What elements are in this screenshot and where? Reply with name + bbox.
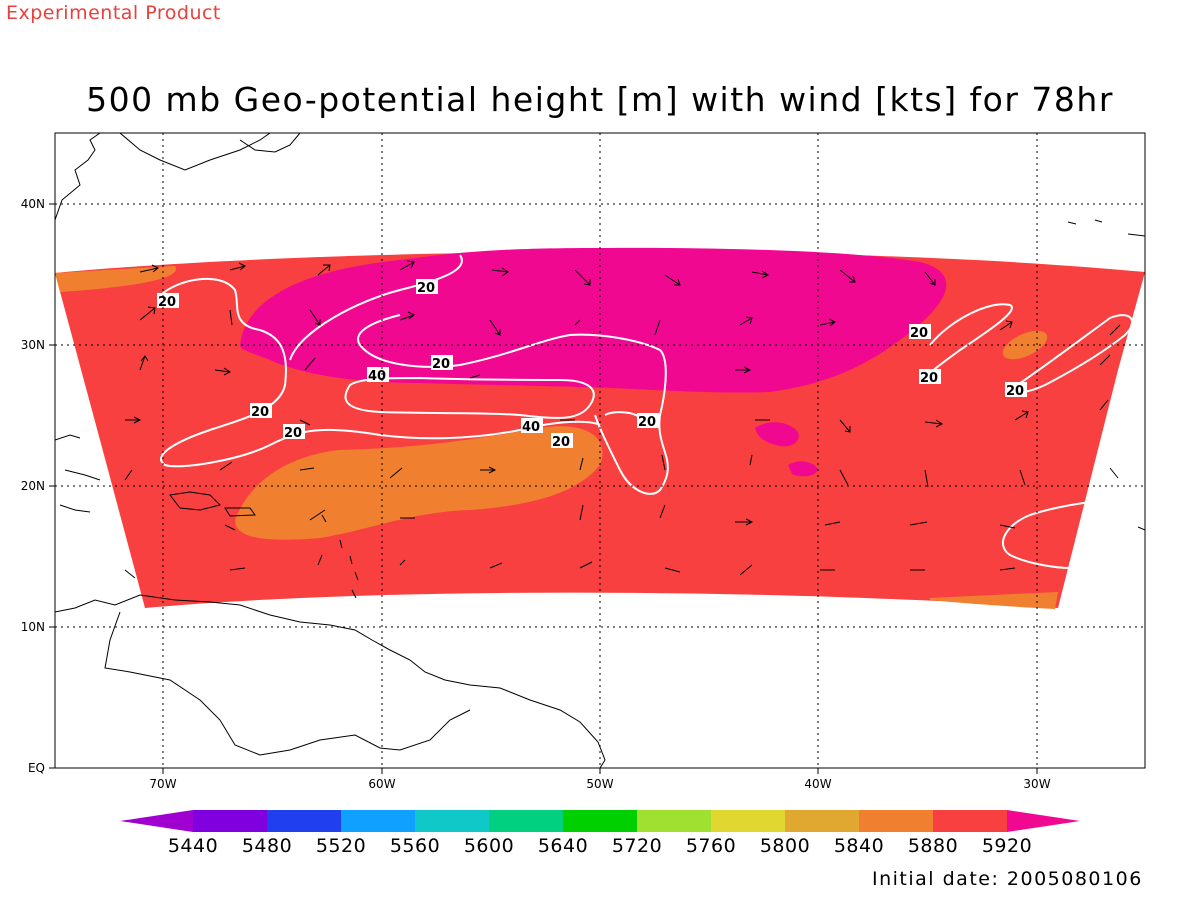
colorbar-label: 5480 <box>242 835 292 857</box>
contour-label: 20 <box>1006 384 1024 399</box>
colorbar-label: 5640 <box>538 835 588 857</box>
isotach-20-far-east <box>1009 314 1134 394</box>
colorbar: 5440 5480 5520 5560 5600 5640 5720 5760 … <box>120 810 1080 857</box>
coastline-bermuda <box>1067 219 1145 237</box>
map-title: 500 mb Geo-potential height [m] with win… <box>86 80 1114 119</box>
colorbar-segment <box>933 810 1007 832</box>
coastline-south-america <box>55 594 606 768</box>
colorbar-segment <box>637 810 711 832</box>
colorbar-label: 5520 <box>316 835 366 857</box>
contour-label: 20 <box>417 281 435 296</box>
contour-label: 20 <box>251 405 269 420</box>
isotach-20-southeast <box>1001 497 1131 569</box>
lat-tick-label: 30N <box>21 338 45 352</box>
contour-label: 20 <box>284 426 302 441</box>
isotach-40 <box>344 376 595 419</box>
colorbar-label: 5720 <box>612 835 662 857</box>
height-field-5840-caribbean <box>235 426 603 540</box>
isotach-20-west <box>159 277 601 468</box>
isotach-20-east <box>926 303 1013 381</box>
isotach-20-north <box>289 254 463 361</box>
colorbar-label: 5920 <box>982 835 1032 857</box>
contour-label: 20 <box>638 415 656 430</box>
initial-date-label: Initial date: 2005080106 <box>872 868 1143 890</box>
map-plot-area: 20 20 20 20 20 40 40 20 20 20 20 20 <box>55 133 1145 768</box>
height-field-5920-high <box>240 247 947 393</box>
coastline-northeast-us <box>55 133 271 221</box>
lat-tick-label: 40N <box>21 197 45 211</box>
coastlines <box>55 133 1145 768</box>
colorbar-segment <box>415 810 489 832</box>
contour-label: 20 <box>158 295 176 310</box>
coastline-puerto-rico <box>224 507 256 517</box>
wind-vectors <box>124 260 1121 579</box>
lat-tick-label: EQ <box>28 761 45 775</box>
contour-label: 20 <box>432 357 450 372</box>
height-field-5840-north <box>55 266 177 292</box>
map-gridlines <box>55 133 1145 768</box>
lat-tick-label: 10N <box>21 620 45 634</box>
colorbar-label: 5440 <box>168 835 218 857</box>
colorbar-segment <box>563 810 637 832</box>
experimental-product-label: Experimental Product <box>6 2 221 24</box>
colorbar-label: 5800 <box>760 835 810 857</box>
height-field-5840-east <box>1002 330 1048 360</box>
coastline-lesser-antilles <box>321 514 359 599</box>
lat-tick-label: 20N <box>21 479 45 493</box>
colorbar-segment <box>267 810 341 832</box>
colorbar-segment <box>193 810 267 832</box>
coastline-hispaniola <box>169 491 221 511</box>
lon-tick-label: 70W <box>149 777 176 791</box>
colorbar-label: 5880 <box>908 835 958 857</box>
coastline-newfoundland <box>239 133 301 153</box>
colorbar-segment <box>489 810 563 832</box>
axis-ticks <box>49 203 1038 774</box>
contour-label: 20 <box>920 371 938 386</box>
colorbar-segment <box>341 810 415 832</box>
colorbar-segment <box>859 810 933 832</box>
height-field-5920-patch-a <box>755 422 799 447</box>
colorbar-segment <box>1007 810 1080 832</box>
colorbar-label: 5560 <box>390 835 440 857</box>
lon-tick-label: 40W <box>804 777 831 791</box>
height-field-5840-southeast <box>930 592 1058 609</box>
coastline-cuba <box>55 434 101 513</box>
coastline-south-america-interior <box>104 611 471 756</box>
lon-tick-label: 60W <box>368 777 395 791</box>
contour-label: 20 <box>552 435 570 450</box>
contour-label: 20 <box>910 326 928 341</box>
colorbar-label: 5840 <box>834 835 884 857</box>
colorbar-segment <box>120 810 193 832</box>
colorbar-label: 5600 <box>464 835 514 857</box>
height-field-5920-patch-b <box>788 461 818 477</box>
lon-tick-label: 50W <box>586 777 613 791</box>
contour-label: 40 <box>522 420 540 435</box>
lon-tick-label: 30W <box>1023 777 1050 791</box>
colorbar-label: 5760 <box>686 835 736 857</box>
contour-labels: 20 20 20 20 20 40 40 20 20 20 20 20 <box>157 279 1027 450</box>
coastline-azores-edge <box>1137 526 1145 531</box>
contour-label: 40 <box>368 369 386 384</box>
isotach-20-central <box>357 314 669 495</box>
colorbar-segment <box>785 810 859 832</box>
colorbar-segment <box>711 810 785 832</box>
